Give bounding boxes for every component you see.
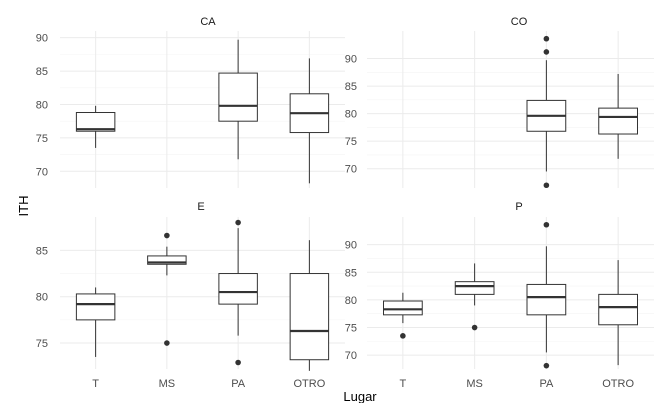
box-body [218,72,258,122]
x-tick-label: T [400,378,407,390]
outlier-point [400,333,406,339]
outlier-point [543,182,550,189]
x-axis-title: Lugar [343,389,377,403]
facet-panel-co: 70 75 80 85 90 CO [345,16,654,189]
box-body [218,273,258,305]
y-tick-label: 70 [36,166,48,178]
outlier-point [471,324,478,331]
y-tick-label: 80 [36,99,48,111]
y-tick-label: 90 [345,54,357,66]
box-t [383,292,423,339]
box-pa [218,219,258,366]
box-otro [289,240,330,371]
y-tick-label: 85 [36,245,48,257]
y-tick-label: 80 [36,292,48,304]
facet-title: P [515,201,522,213]
facet-panel-ca: 70 75 80 85 90 CA [36,16,345,188]
box-t [75,287,116,357]
box-ms [147,232,187,346]
box-body [147,255,187,265]
facet-panel-e: 75 80 85 T MS PA OTRO E [36,201,345,390]
box-pa [526,221,567,369]
outlier-point [543,35,550,42]
y-axis-title: ITH [16,196,31,217]
x-tick-label: PA [539,378,554,390]
x-tick-label: T [92,378,99,390]
y-tick-label: 85 [345,267,357,279]
y-tick-label: 90 [36,33,48,45]
box-body [598,107,638,135]
box-otro [289,58,330,184]
facet-title: E [197,201,204,213]
y-tick-label: 80 [345,109,357,121]
y-tick-label: 85 [36,66,48,78]
box-body [75,112,116,132]
x-tick-label: OTRO [602,378,634,390]
box-t [75,105,116,148]
y-tick-label: 80 [345,295,357,307]
x-tick-label: MS [466,378,483,390]
outlier-point [543,49,550,55]
outlier-point [543,362,550,369]
outlier-point [235,219,241,226]
box-pa [526,35,567,189]
facet-title: CO [511,16,528,28]
facet-title: CA [200,16,216,28]
y-tick-label: 90 [345,240,357,252]
box-ms [454,263,495,331]
y-tick-label: 85 [345,81,357,93]
box-body [598,293,638,326]
outlier-point [235,359,241,366]
outlier-point [164,340,170,346]
y-tick-label: 70 [345,164,357,176]
y-tick-label: 75 [36,133,48,145]
box-body [289,273,330,361]
box-body [75,293,116,321]
y-tick-label: 70 [345,350,357,362]
box-body [383,300,423,316]
y-tick-label: 75 [345,136,357,148]
box-pa [218,39,258,160]
box-body [526,283,567,316]
box-otro [598,260,638,366]
outlier-point [543,221,550,228]
y-tick-label: 75 [345,323,357,335]
facet-panel-p: 70 75 80 85 90 T MS PA OTRO P [345,201,654,390]
x-tick-label: PA [231,378,246,390]
box-otro [598,73,638,159]
x-tick-label: OTRO [293,378,325,390]
y-tick-label: 75 [36,338,48,350]
box-body [454,281,495,295]
outlier-point [164,232,170,239]
x-tick-label: MS [159,378,176,390]
